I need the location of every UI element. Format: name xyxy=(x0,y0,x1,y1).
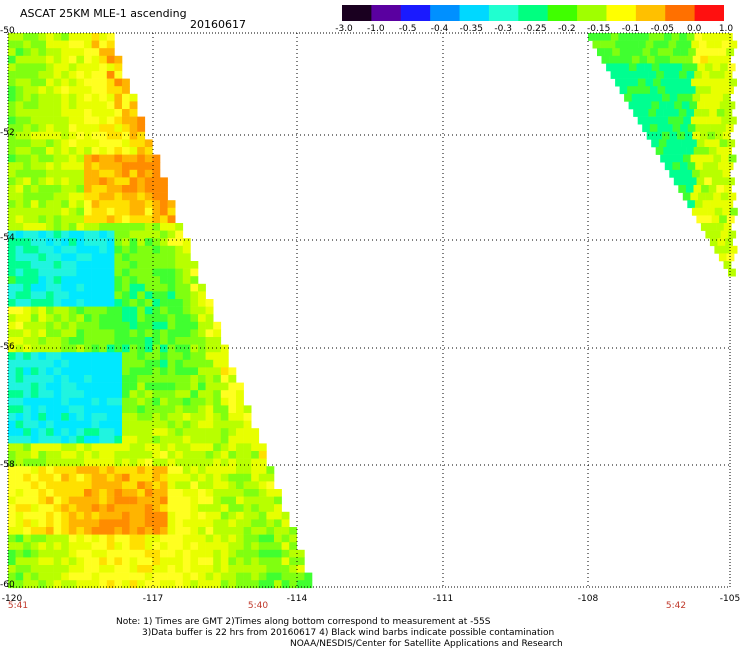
colorbar-segment xyxy=(488,5,519,21)
colorbar-segment xyxy=(430,5,461,21)
colorbar-labels: -3.0 -1.0 -0.5 -0.4 -0.35 -0.3 -0.25 -0.2 -0.15-… xyxy=(330,24,740,36)
lon-label: -114 xyxy=(286,594,308,604)
colorbar-segment xyxy=(577,5,608,21)
colorbar-tick-label: 0.0 xyxy=(686,24,702,34)
colorbar-tick-label: -0.25 xyxy=(523,24,547,34)
chart-date: 20160617 xyxy=(190,18,246,31)
time-label: 5:41 xyxy=(7,601,29,611)
left-swath xyxy=(8,33,313,589)
colorbar-tick-label: -0.05 xyxy=(650,24,674,34)
colorbar-segment xyxy=(459,5,490,21)
colorbar-tick-label: -0.2 xyxy=(558,24,576,34)
colorbar-tick-label: -3.0 xyxy=(335,24,353,34)
lon-label: -117 xyxy=(142,594,164,604)
colorbar xyxy=(342,5,724,21)
note-line-2: 3)Data buffer is 22 hrs from 20160617 4)… xyxy=(142,628,555,638)
lat-label: -54 xyxy=(0,233,15,243)
colorbar-segment xyxy=(694,5,724,21)
colorbar-tick-label: -0.1 xyxy=(621,24,640,34)
graticule xyxy=(8,33,730,587)
colorbar-segment xyxy=(400,5,431,21)
colorbar-segment xyxy=(606,5,637,21)
lon-label: -105 xyxy=(719,594,740,604)
note-line-1: Note: 1) Times are GMT 2)Times along bot… xyxy=(116,617,491,627)
lon-label: -108 xyxy=(577,594,599,604)
colorbar-segment xyxy=(518,5,549,21)
chart-title: ASCAT 25KM MLE-1 ascending xyxy=(20,7,187,20)
map-frame xyxy=(7,32,731,588)
colorbar-tick-label: -0.5 xyxy=(398,24,417,34)
lon-label: -120 xyxy=(1,594,23,604)
lat-label: -52 xyxy=(0,128,15,138)
lat-label: -60 xyxy=(0,580,15,590)
lat-label: -58 xyxy=(0,460,15,470)
colorbar-tick-label: -0.15 xyxy=(587,24,611,34)
lat-label: -50 xyxy=(0,26,15,36)
colorbar-tick-label: -1.0 xyxy=(367,24,385,34)
colorbar-tick-label: 1.0 xyxy=(718,24,734,34)
lat-label: -56 xyxy=(0,342,15,352)
colorbar-tick-label: -0.35 xyxy=(459,24,483,34)
colorbar-tick-label: -0.4 xyxy=(430,24,449,34)
right-swath xyxy=(588,33,738,277)
note-line-3: NOAA/NESDIS/Center for Satellite Applica… xyxy=(290,639,563,649)
colorbar-segment xyxy=(371,5,402,21)
colorbar-segment xyxy=(665,5,696,21)
lon-label: -111 xyxy=(432,594,454,604)
colorbar-segment xyxy=(635,5,666,21)
time-label: 5:42 xyxy=(665,601,687,611)
colorbar-segment xyxy=(342,5,372,21)
time-label: 5:40 xyxy=(247,601,269,611)
colorbar-segment xyxy=(547,5,578,21)
colorbar-tick-label: -0.3 xyxy=(494,24,512,34)
